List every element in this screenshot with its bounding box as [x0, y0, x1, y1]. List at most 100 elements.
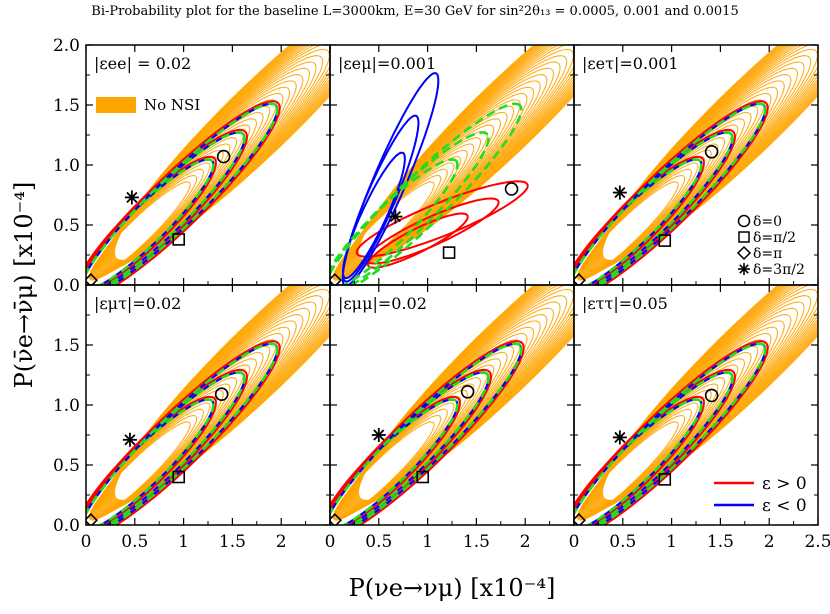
no-nsi-contour — [596, 285, 818, 506]
standard-curve — [574, 102, 767, 285]
panel-label: |εττ|=0.05 — [582, 294, 668, 313]
no-nsi-contour — [94, 370, 244, 516]
no-nsi-contour — [357, 45, 574, 262]
legend-circle-marker — [737, 214, 751, 228]
panel-3 — [574, 45, 818, 285]
x-tick-label: 2 — [520, 532, 531, 552]
no-nsi-contour — [94, 137, 238, 277]
no-nsi-contour — [588, 326, 779, 512]
no-nsi-contour — [347, 61, 561, 270]
no-nsi-contour — [98, 339, 277, 513]
y-tick-label: 0.0 — [53, 516, 80, 536]
no-nsi-contour — [601, 285, 818, 502]
no-nsi-contour — [344, 86, 535, 272]
standard-curve — [86, 158, 215, 285]
no-nsi-contour — [347, 301, 561, 510]
no-nsi-contour — [95, 364, 251, 516]
no-nsi-contour — [352, 285, 574, 506]
no-nsi-contour — [107, 285, 330, 507]
no-nsi-contour — [600, 285, 818, 503]
marker-delta-pi-half — [658, 234, 672, 247]
no-nsi-contour — [96, 118, 257, 275]
no-nsi-contour — [585, 111, 752, 275]
no-nsi-contour — [88, 421, 191, 521]
no-nsi-contour — [89, 415, 198, 521]
panel-label: |εμτ|=0.02 — [94, 294, 181, 313]
standard-curve — [86, 342, 279, 525]
no-nsi-contour — [340, 358, 501, 515]
no-nsi-contour — [354, 285, 574, 504]
no-nsi-contour — [110, 285, 330, 504]
no-nsi-contour — [579, 402, 699, 519]
eps-legend-label: ε < 0 — [762, 496, 807, 516]
standard-curve — [330, 131, 490, 285]
no-nsi-contour — [357, 45, 574, 261]
no-nsi-contour — [355, 45, 574, 263]
marker-delta-0 — [216, 149, 231, 164]
star-stroke — [739, 264, 749, 274]
no-nsi-contour — [592, 48, 818, 269]
no-nsi-contour — [595, 285, 818, 506]
marker-delta-pi — [330, 513, 343, 525]
no-nsi-contour — [348, 295, 568, 509]
no-nsi-contour — [587, 93, 772, 273]
no-nsi-contour — [90, 408, 204, 520]
y-tick-label: 0.5 — [53, 216, 80, 236]
panel-label: |εμμ|=0.02 — [338, 294, 427, 313]
no-nsi-contour — [595, 45, 818, 266]
no-nsi-contour — [344, 320, 541, 512]
panel-label: |εeμ|=0.001 — [338, 54, 436, 73]
no-nsi-contour — [588, 320, 785, 512]
no-nsi-contour — [585, 351, 752, 515]
no-nsi-contour — [599, 45, 818, 263]
no-nsi-contour — [590, 67, 798, 270]
eps-negative-curve — [341, 114, 420, 283]
no-nsi-contour — [576, 181, 679, 281]
standard-curve — [86, 131, 246, 285]
legend-delta-label: δ=0 — [753, 214, 782, 230]
no-nsi-contour — [601, 45, 818, 261]
no-nsi-contour — [97, 351, 264, 515]
no-nsi-contour — [100, 320, 297, 512]
no-nsi-contour — [94, 130, 244, 276]
no-nsi-contour — [577, 175, 686, 281]
panel-label: |εee| = 0.02 — [94, 54, 191, 73]
no-nsi-contour — [357, 285, 574, 501]
no-nsi-contour — [343, 333, 528, 513]
star-stroke — [126, 191, 138, 203]
no-nsi-contour — [584, 358, 745, 515]
marker-delta-pi-half — [172, 233, 186, 246]
no-nsi-contour — [342, 339, 521, 513]
marker-delta-0 — [214, 387, 229, 402]
no-nsi-contour — [600, 45, 818, 263]
eps-legend-label: ε > 0 — [762, 474, 807, 494]
eps-positive-curve — [330, 340, 525, 525]
legend-delta-label: δ=3π/2 — [753, 262, 805, 278]
no-nsi-contour — [598, 45, 818, 264]
no-nsi-contour — [582, 137, 726, 277]
marker-delta-pi — [330, 273, 343, 285]
marker-delta-0 — [704, 145, 719, 159]
x-tick-label: 2.5 — [804, 532, 830, 552]
no-nsi-contour — [113, 285, 330, 501]
y-tick-label: 0.0 — [53, 276, 80, 296]
no-nsi-contour — [351, 285, 574, 506]
no-nsi-contour — [335, 162, 455, 279]
marker-delta-pi-half — [172, 470, 186, 484]
no-nsi-contour — [582, 130, 732, 276]
no-nsi-contour — [355, 285, 574, 503]
no-nsi-contour — [601, 285, 818, 501]
no-nsi-contour — [98, 99, 277, 273]
standard-curve — [86, 102, 279, 285]
star-stroke — [124, 434, 136, 446]
no-nsi-contour — [108, 285, 330, 506]
no-nsi-contour — [96, 358, 257, 515]
no-nsi-contour — [583, 364, 739, 516]
no-nsi-contour — [595, 45, 818, 267]
no-nsi-contour — [107, 45, 330, 267]
y-tick-label: 1.5 — [53, 336, 80, 356]
no-nsi-contour — [341, 351, 508, 515]
no-nsi-legend-swatch — [96, 97, 136, 113]
no-nsi-contour — [595, 285, 818, 507]
no-nsi-contour — [334, 408, 448, 520]
